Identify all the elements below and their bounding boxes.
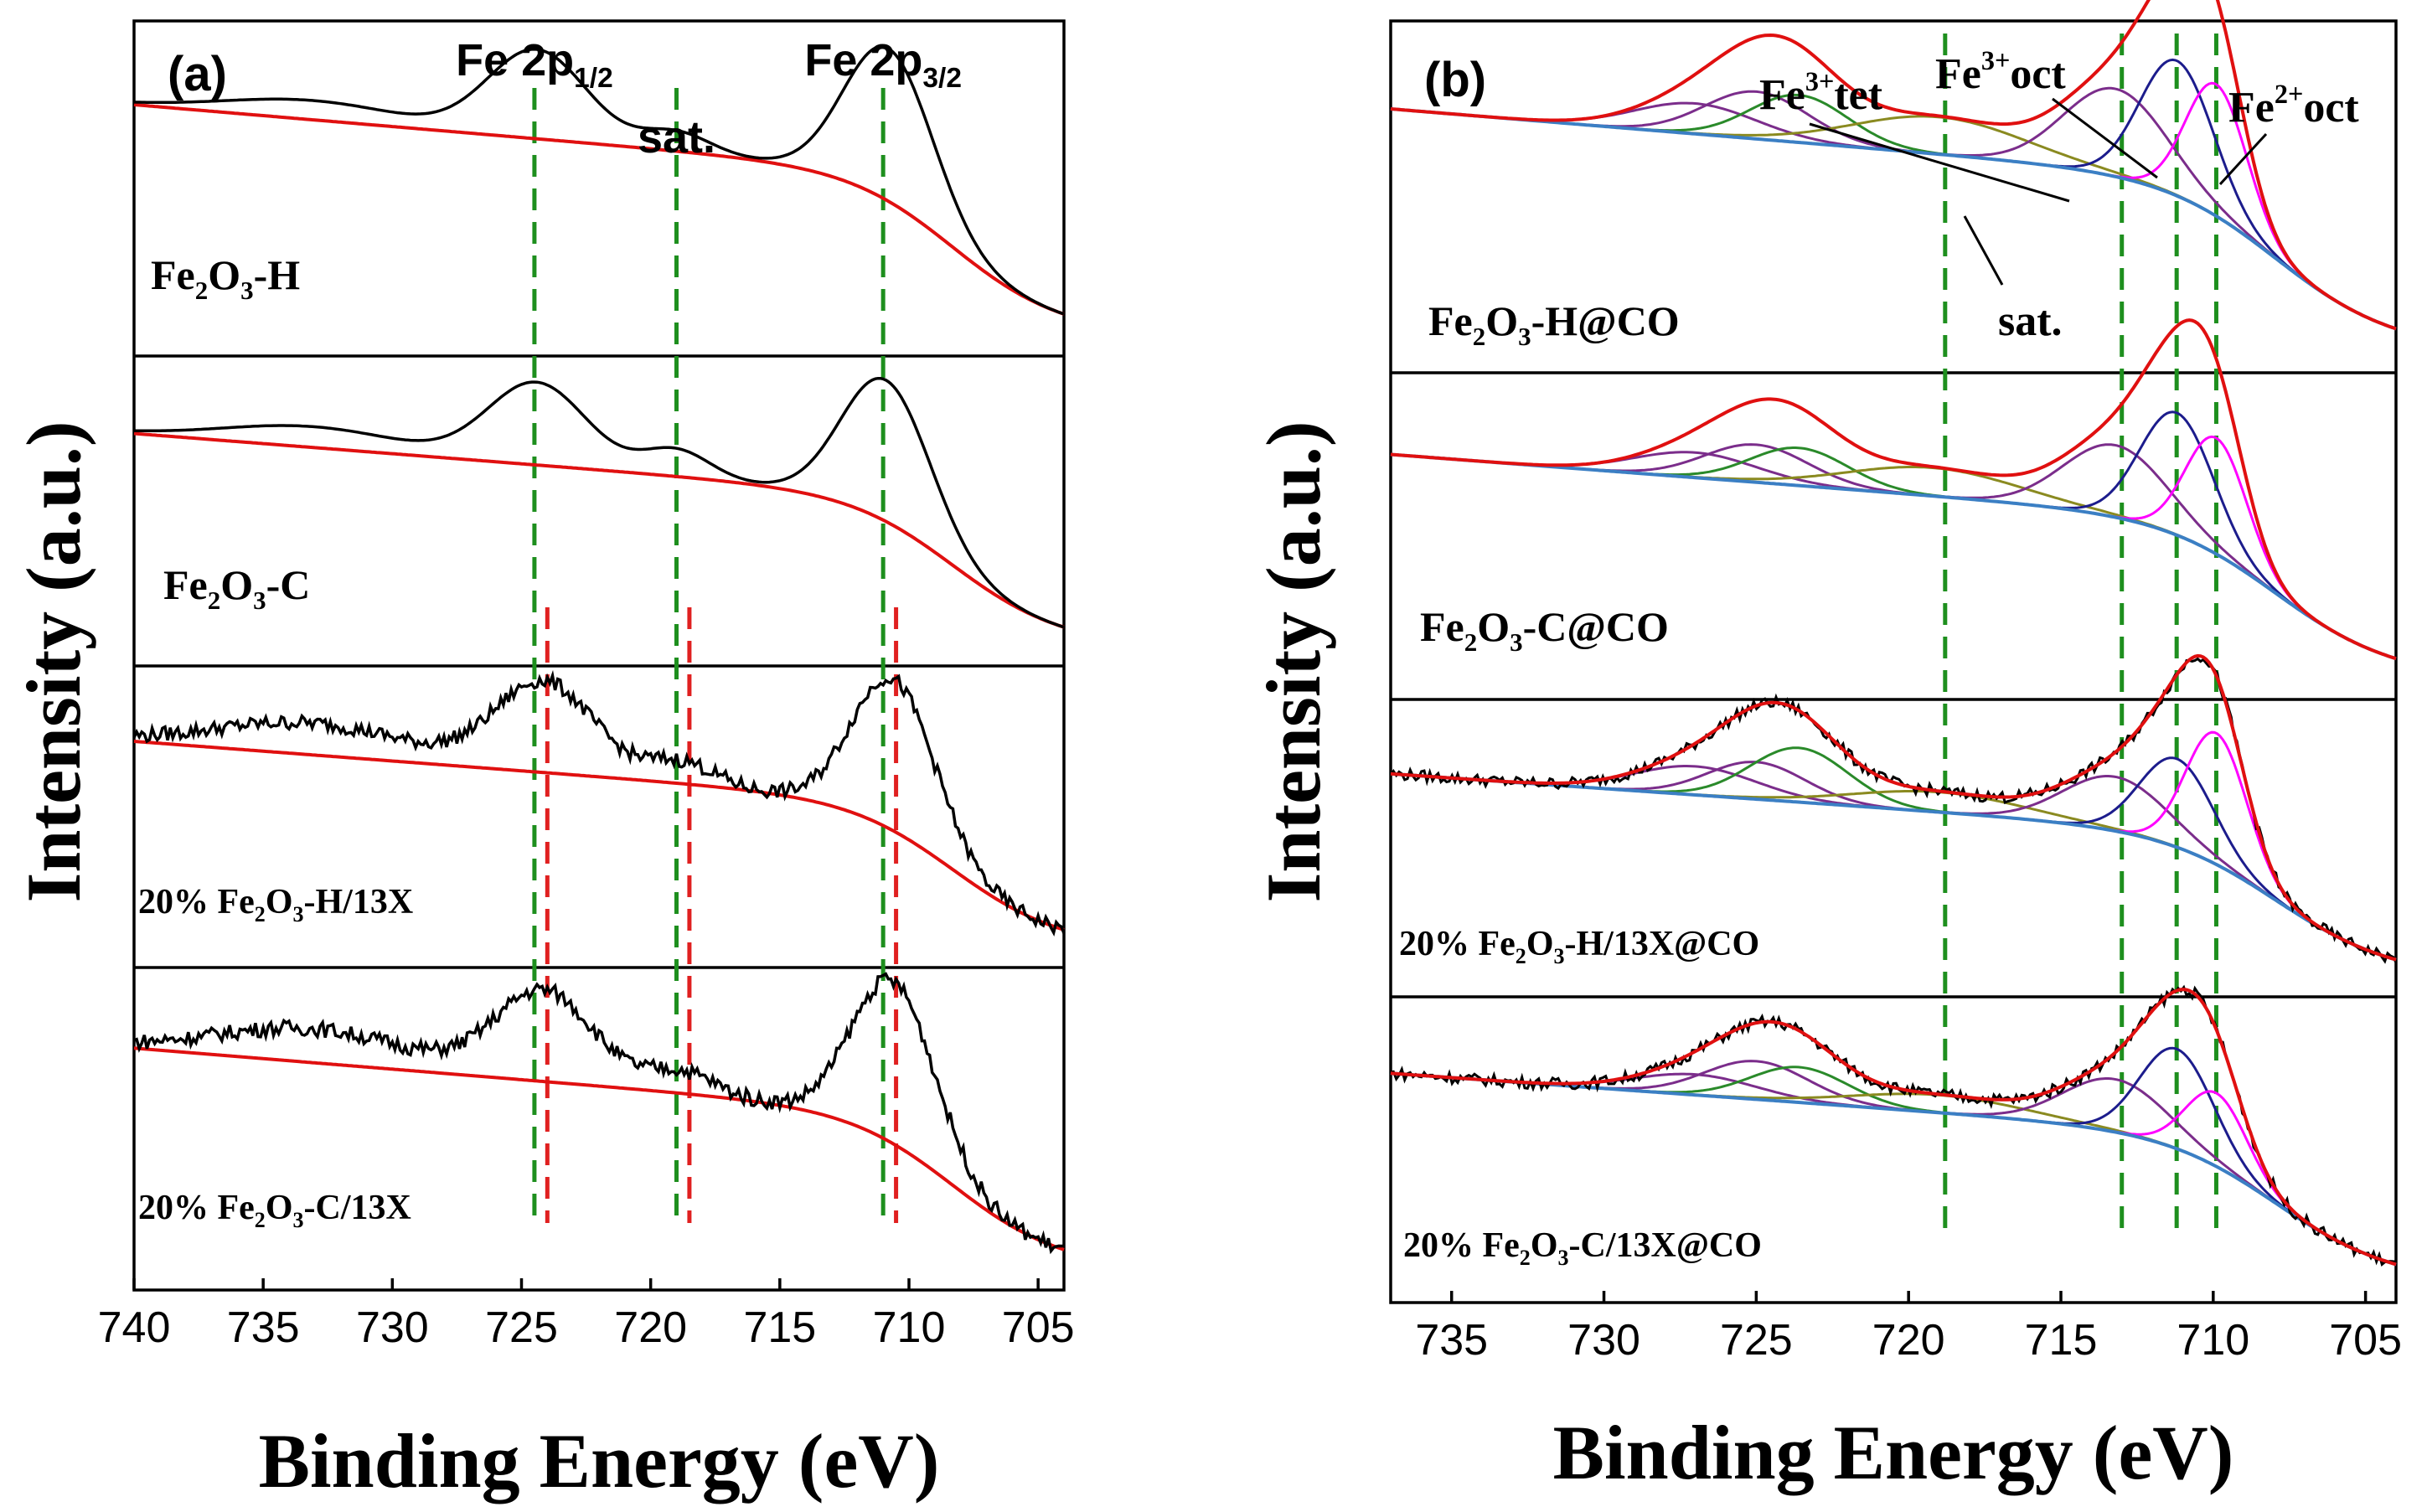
peak-label-fe2-oct: Fe2+oct (2228, 79, 2359, 132)
arrow-sat (1963, 215, 2004, 286)
panel-a-y-axis-label: Intensity (a.u.) (11, 421, 96, 902)
trace-label-fe2o3-h-at-co: Fe2O3-H@CO (1428, 297, 1680, 351)
b-xtick-label-5: 710 (2177, 1316, 2249, 1365)
panel-b-series (1389, 0, 2398, 1267)
trace-label-fe2o3-h: Fe2O3-H (151, 251, 300, 305)
b-stack-0-fit (1390, 0, 2397, 331)
peak-label-fe3-oct: Fe3+oct (1935, 45, 2066, 98)
a-xtick-label-4: 720 (614, 1303, 687, 1352)
a-stack-1-background (133, 431, 1065, 629)
a-xtick-label-0: 740 (98, 1303, 171, 1352)
a-xtick-label-2: 730 (356, 1303, 429, 1352)
panel-b: 735 730 725 720 715 710 705 (b) Fe3+tet Fe3+oc… (1251, 0, 2402, 1495)
a-xtick-label-3: 725 (485, 1303, 558, 1352)
a-stack-3-background (133, 1046, 1065, 1251)
a-xtick-label-6: 710 (873, 1303, 946, 1352)
panel-b-x-axis: 735 730 725 720 715 710 705 (1415, 1291, 2402, 1365)
a-stack-3-spectrum (133, 972, 1065, 1255)
arrow-fe3-oct (2052, 97, 2158, 179)
a-xtick-label-1: 735 (227, 1303, 300, 1352)
b-stack-1-background (1390, 452, 2397, 661)
panel-b-label: (b) (1424, 53, 1486, 107)
trace-label-fe2o3-c: Fe2O3-C (163, 561, 310, 615)
peak-label-fe2p32: Fe 2p3/2 (804, 35, 962, 94)
b-stack-0-component-0 (1390, 101, 2397, 330)
panel-a: 740 735 730 725 720 715 710 705 (a) Fe 2p1/2 sa… (11, 19, 1075, 1504)
a-stack-0-spectrum (133, 44, 1065, 316)
peak-label-fe2p12: Fe 2p1/2 (456, 35, 613, 94)
b-stack-2-fit (1390, 653, 2397, 962)
panel-b-x-axis-label: Binding Energy (eV) (1553, 1410, 2234, 1495)
b-stack-0-raw (1390, 0, 2397, 330)
a-stack-2-background (133, 740, 1065, 931)
panel-a-series (132, 44, 1066, 1255)
panel-b-guide-lines (1943, 34, 2218, 1236)
trace-label-20-fe2o3-c-13x-at-co: 20% Fe2O3-C/13X@CO (1403, 1226, 1762, 1270)
b-stack-1-fit (1390, 318, 2397, 661)
panel-a-guide-lines (532, 88, 899, 1223)
panel-a-x-axis-label: Binding Energy (eV) (259, 1418, 940, 1504)
panel-a-frame (132, 19, 1066, 1292)
b-xtick-label-0: 735 (1415, 1316, 1488, 1365)
peak-label-fe3-tet: Fe3+tet (1759, 66, 1883, 119)
trace-label-20-fe2o3-h-13x-at-co: 20% Fe2O3-H/13X@CO (1399, 925, 1759, 968)
a-stack-1-spectrum (133, 376, 1065, 629)
a-stack-2-spectrum (132, 669, 1066, 937)
b-xtick-label-2: 725 (1720, 1316, 1793, 1365)
b-xtick-label-1: 730 (1567, 1316, 1640, 1365)
b-stack-2-background (1390, 771, 2397, 962)
b-stack-2-raw (1389, 657, 2398, 964)
a-stack-0-background (133, 103, 1065, 316)
panel-b-frame (1389, 19, 2398, 1304)
peak-label-sat-b: sat. (1998, 297, 2063, 345)
b-xtick-label-6: 705 (2329, 1316, 2402, 1365)
trace-label-fe2o3-c-at-co: Fe2O3-C@CO (1420, 603, 1669, 657)
b-stack-3-fit (1390, 988, 2397, 1267)
a-xtick-label-7: 705 (1002, 1303, 1075, 1352)
peak-label-sat: sat. (638, 112, 715, 163)
b-stack-3-raw (1390, 984, 2397, 1267)
panel-b-y-axis-label: Intensity (a.u.) (1251, 421, 1336, 902)
a-xtick-label-5: 715 (743, 1303, 816, 1352)
trace-label-20-fe2o3-h-13x: 20% Fe2O3-H/13X (138, 883, 413, 926)
panel-a-label: (a) (168, 47, 227, 101)
arrow-fe3-tet (1809, 122, 2070, 203)
panel-a-x-axis: 740 735 730 725 720 715 710 705 (98, 1278, 1075, 1352)
b-xtick-label-4: 715 (2025, 1316, 2098, 1365)
b-stack-0-background (1390, 107, 2397, 331)
b-xtick-label-3: 720 (1872, 1316, 1945, 1365)
trace-label-20-fe2o3-c-13x: 20% Fe2O3-C/13X (138, 1189, 411, 1232)
arrow-fe2-oct (2218, 132, 2268, 186)
